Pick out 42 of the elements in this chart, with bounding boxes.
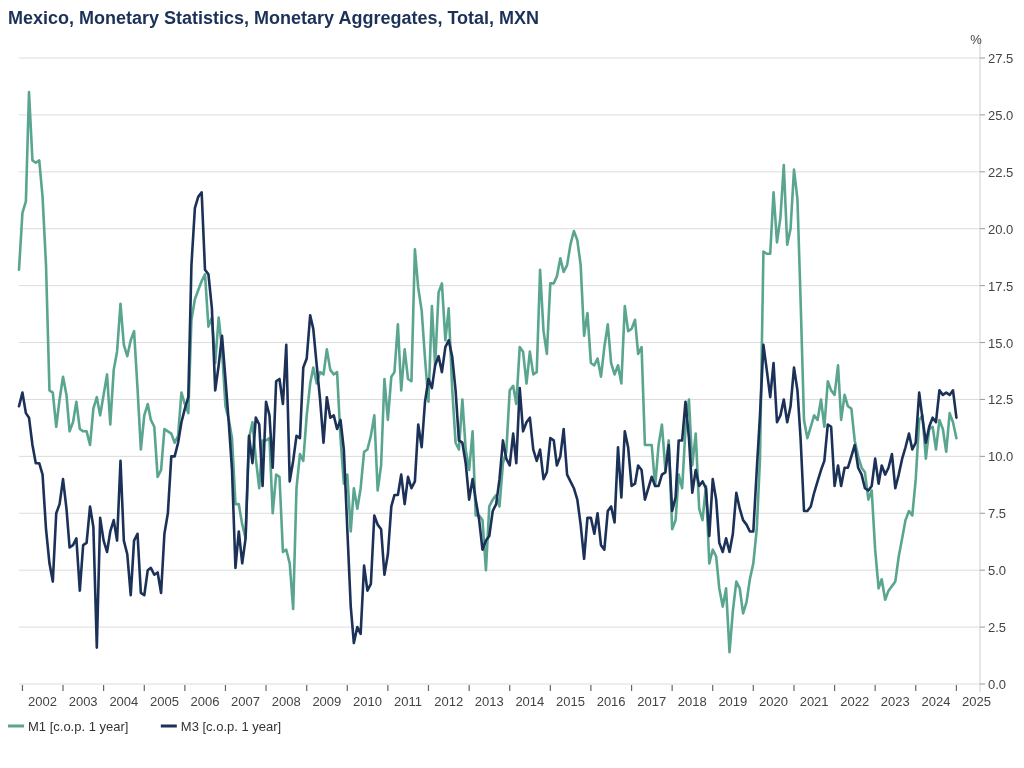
- y-tick-label: 12.5: [988, 392, 1014, 408]
- y-tick-label: 17.5: [988, 278, 1014, 294]
- x-tick-label: 2013: [474, 694, 504, 709]
- x-tick-label: 2019: [718, 694, 748, 709]
- y-tick-label: 2.5: [988, 620, 1007, 636]
- x-tick-label: 2012: [434, 694, 464, 709]
- x-tick-label: 2009: [312, 694, 342, 709]
- y-tick-label: 15.0: [988, 335, 1014, 351]
- x-tick-label: 2005: [149, 694, 179, 709]
- x-tick-label: 2015: [555, 694, 585, 709]
- x-tick-label: 2018: [677, 694, 707, 709]
- x-tick-label: 2007: [231, 694, 261, 709]
- x-tick-label: 2017: [637, 694, 667, 709]
- y-tick-label: 22.5: [988, 164, 1014, 180]
- x-tick-label: 2008: [271, 694, 301, 709]
- x-tick-label: 2006: [190, 694, 220, 709]
- legend-label: M1 [c.o.p. 1 year]: [28, 718, 129, 734]
- x-tick-label: 2025: [962, 694, 992, 709]
- y-tick-label: 20.0: [988, 221, 1014, 237]
- x-tick-label: 2011: [394, 694, 422, 709]
- x-tick-label: 2014: [515, 694, 545, 709]
- y-axis-title: %: [970, 32, 983, 47]
- line-series: [17, 90, 958, 654]
- x-tick-label: 2002: [28, 694, 58, 709]
- y-tick-label: 5.0: [988, 563, 1007, 579]
- x-tick-label: 2003: [68, 694, 98, 709]
- y-tick-label: 0.0: [988, 677, 1007, 692]
- x-tick-label: 2010: [352, 694, 382, 709]
- chart-title: Mexico, Monetary Statistics, Monetary Aggregates, Total, MXN: [8, 8, 540, 28]
- x-tick-label: 2016: [596, 694, 626, 709]
- y-tick-label: 25.0: [988, 107, 1014, 123]
- x-tick-label: 2004: [109, 694, 139, 709]
- y-tick-label: 7.5: [988, 506, 1007, 522]
- x-tick-label: 2021: [799, 694, 829, 709]
- x-tick-label: 2022: [840, 694, 870, 709]
- legend-label: M3 [c.o.p. 1 year]: [180, 718, 282, 734]
- y-tick-label: 10.0: [988, 449, 1014, 465]
- x-tick-label: 2024: [921, 694, 951, 709]
- x-tick-label: 2020: [759, 694, 789, 709]
- line-series: [17, 191, 958, 649]
- y-tick-label: 27.5: [988, 51, 1014, 66]
- x-tick-label: 2023: [880, 694, 910, 709]
